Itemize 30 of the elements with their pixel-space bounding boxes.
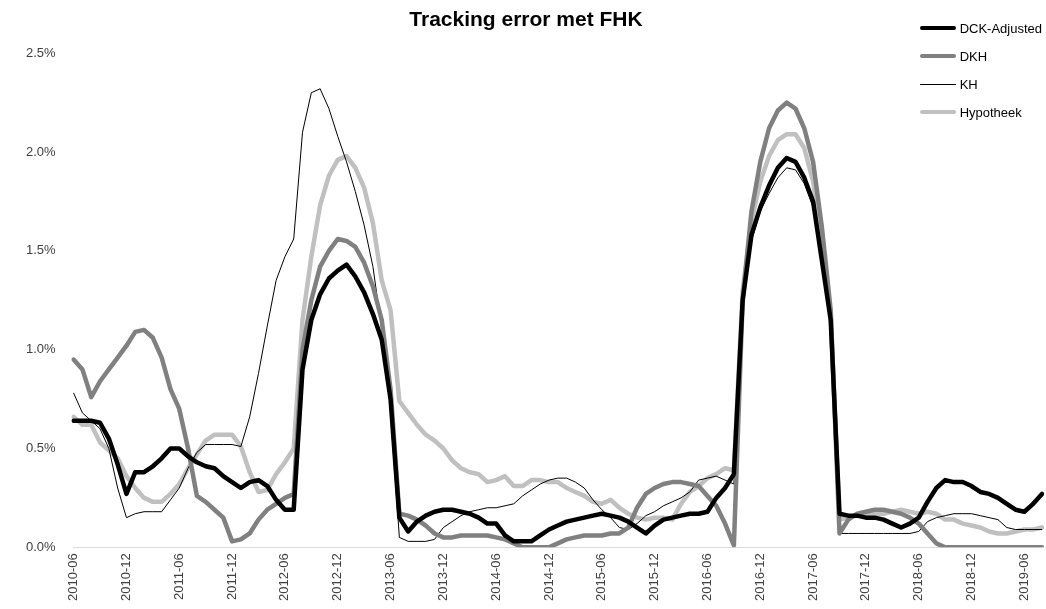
x-tick-label: 2016-12 xyxy=(751,553,767,602)
legend-label: Hypotheek xyxy=(959,104,1022,120)
chart-title: Tracking error met FHK xyxy=(409,7,643,31)
legend-label: DKH xyxy=(959,48,988,64)
x-tick-label: 2012-12 xyxy=(329,553,345,602)
x-tick-label: 2011-12 xyxy=(223,553,239,601)
y-tick-label: 2.0% xyxy=(25,143,57,159)
legend-label: DCK-Adjusted xyxy=(959,20,1042,36)
x-tick-label: 2015-12 xyxy=(646,553,662,602)
y-tick-label: 0.0% xyxy=(25,538,57,554)
x-tick-label: 2016-06 xyxy=(699,553,715,602)
x-tick-label: 2014-06 xyxy=(487,553,503,602)
x-tick-label: 2012-06 xyxy=(276,553,292,602)
x-tick-label: 2013-06 xyxy=(382,553,398,602)
x-tick-label: 2017-06 xyxy=(804,553,820,602)
legend-label: KH xyxy=(959,76,978,92)
y-tick-label: 2.5% xyxy=(25,44,57,60)
x-tick-label: 2011-06 xyxy=(170,553,186,601)
y-tick-label: 0.5% xyxy=(25,440,57,456)
x-tick-label: 2013-12 xyxy=(434,553,450,602)
y-tick-label: 1.0% xyxy=(25,341,57,357)
x-tick-label: 2018-12 xyxy=(963,553,979,602)
x-tick-label: 2010-06 xyxy=(65,553,81,602)
x-tick-label: 2019-06 xyxy=(1015,553,1031,602)
x-tick-label: 2015-06 xyxy=(593,553,609,602)
x-tick-label: 2014-12 xyxy=(540,553,556,602)
x-tick-label: 2010-12 xyxy=(118,553,134,602)
x-tick-label: 2018-06 xyxy=(910,553,926,602)
y-tick-label: 1.5% xyxy=(25,242,57,258)
x-tick-label: 2017-12 xyxy=(857,553,873,602)
